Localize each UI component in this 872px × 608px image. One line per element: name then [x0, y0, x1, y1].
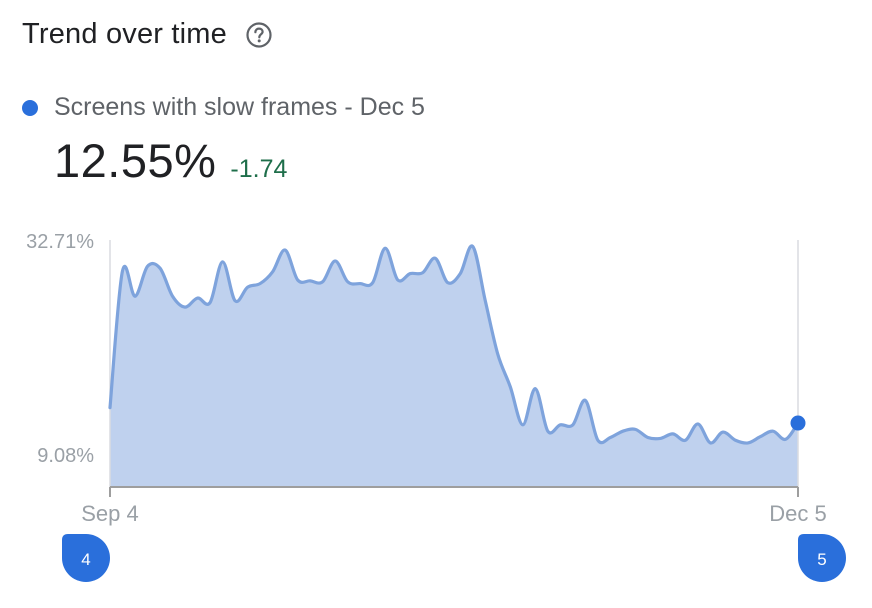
y-tick-label: 32.71% [26, 231, 94, 253]
legend-label: Screens with slow frames - Dec 5 [54, 93, 425, 121]
range-start-handle[interactable]: 4 [62, 534, 110, 582]
range-end-handle-label: 5 [817, 550, 826, 569]
y-tick-label: 9.08% [37, 445, 94, 467]
range-start-handle-label: 4 [81, 550, 90, 569]
x-tick-label-start: Sep 4 [81, 501, 139, 526]
range-end-handle-shape[interactable] [798, 534, 846, 582]
chart-title: Trend over time [22, 18, 227, 50]
x-tick-label-end: Dec 5 [769, 501, 826, 526]
metric: 12.55% -1.74 [54, 133, 287, 188]
legend: Screens with slow frames - Dec 5 [22, 93, 425, 122]
chart-header: Trend over time [22, 18, 273, 51]
range-start-handle-shape[interactable] [62, 534, 110, 582]
metric-delta: -1.74 [230, 155, 288, 183]
help-icon[interactable] [245, 21, 273, 49]
series-line [108, 244, 800, 445]
series-area [110, 245, 798, 487]
range-end-handle[interactable]: 5 [798, 534, 846, 582]
metric-value: 12.55% [54, 134, 217, 187]
last-point-marker [790, 415, 806, 431]
legend-dot [22, 99, 38, 116]
